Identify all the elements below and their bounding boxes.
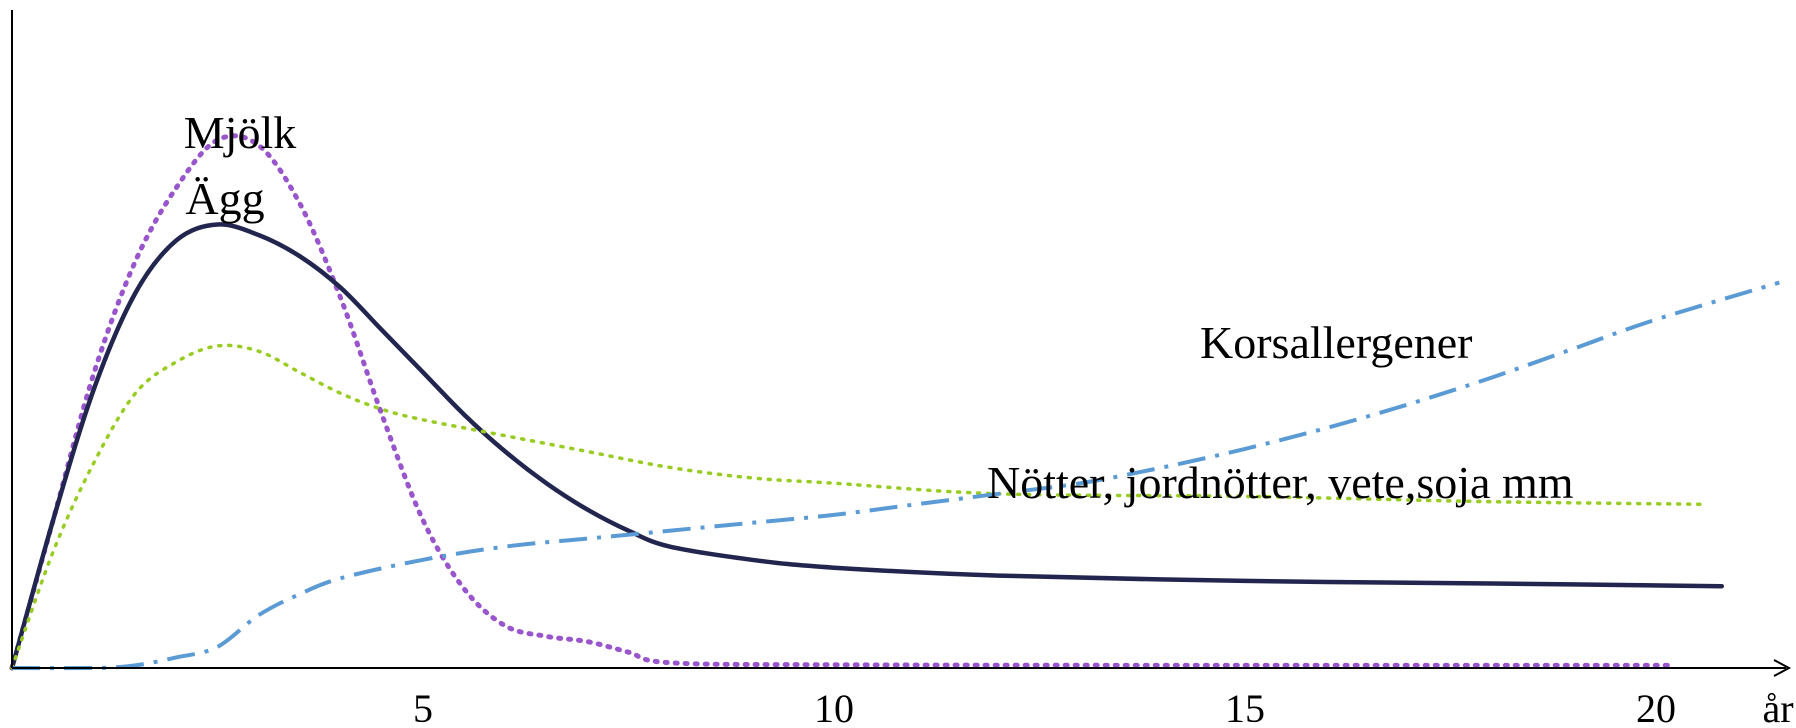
series-label-notter: Nötter, jordnötter, vete,soja mm: [987, 457, 1574, 508]
series-label-agg: Ägg: [185, 173, 264, 224]
x-tick-label: 5: [413, 686, 433, 728]
x-tick-label: 10: [814, 686, 854, 728]
series-line-2: [9, 222, 1725, 671]
series-label-korsallergener: Korsallergener: [1200, 317, 1472, 368]
x-tick-label: 15: [1225, 686, 1265, 728]
x-tick-labels: 5 10 15 20: [413, 686, 1676, 728]
series-label-mjolk: Mjölk: [184, 107, 296, 158]
series-line-4: [11, 280, 1780, 671]
series-layer: [9, 133, 1780, 671]
x-axis-arrowhead: [1773, 659, 1792, 677]
series-line-1: [9, 133, 1675, 671]
x-tick-label: 20: [1636, 686, 1676, 728]
series-line-3: [10, 343, 1708, 670]
x-axis-label: år: [1762, 686, 1793, 728]
